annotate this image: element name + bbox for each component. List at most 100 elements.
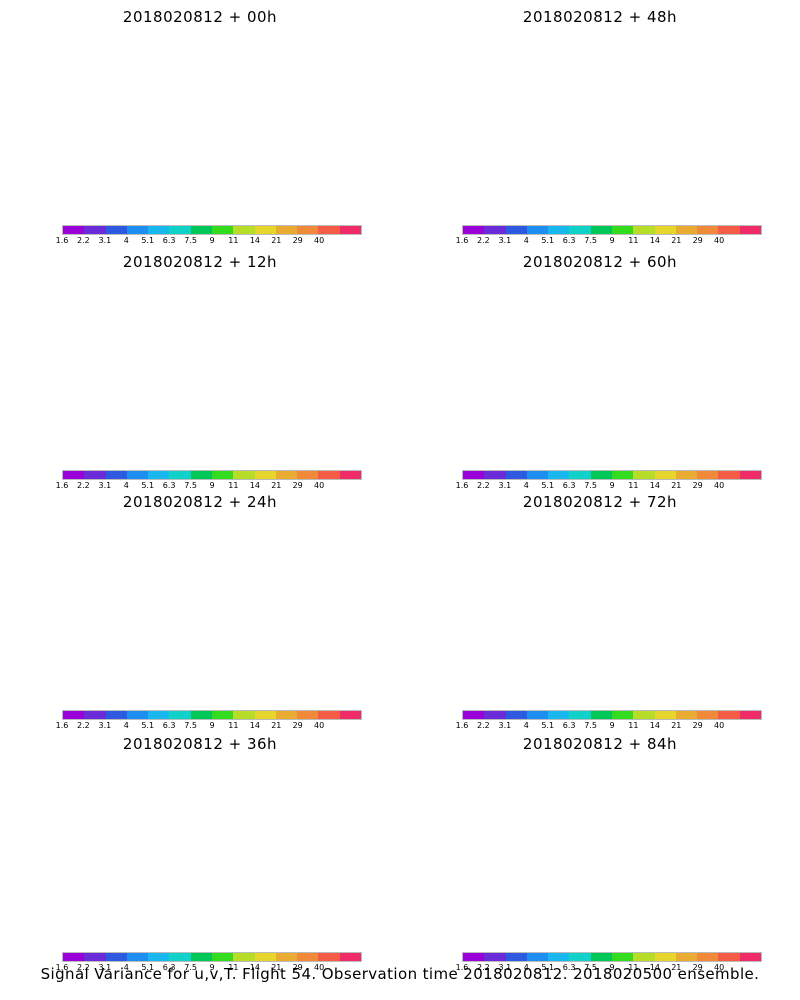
- colorbar-swatch: [463, 471, 485, 479]
- variance-contour: [173, 802, 288, 863]
- latitude-line: [400, 245, 800, 430]
- variance-contour: [191, 326, 269, 374]
- colorbar-swatch: [63, 953, 85, 961]
- colorbar-tick-label: 9: [209, 481, 215, 490]
- longitude-line: [621, 528, 652, 682]
- variance-contour: [592, 331, 667, 369]
- variance-contour: [600, 575, 661, 606]
- variance-contour: [137, 346, 228, 421]
- colorbar-swatch: [548, 711, 570, 719]
- colorbar: [62, 470, 362, 480]
- colorbar-swatch: [297, 471, 319, 479]
- colorbar-swatch: [590, 471, 612, 479]
- colorbar-tick-label: 29: [292, 721, 303, 730]
- variance-contour: [527, 541, 733, 639]
- colorbar-swatch: [275, 953, 298, 961]
- variance-contour: [135, 95, 225, 186]
- colorbar-swatch: [484, 471, 506, 479]
- colorbar-swatch: [463, 711, 485, 719]
- colorbar-tick-label: 4: [523, 963, 529, 972]
- variance-contour: [534, 581, 661, 652]
- variance-contour: [553, 354, 636, 403]
- colorbar-tick-label: 11: [628, 721, 639, 730]
- colorbar-swatch: [569, 471, 591, 479]
- colorbar-tick-label: 14: [649, 963, 660, 972]
- colorbar-labels: 1.6 2.2 3.1 4 5.1 6.3 7.5 9 11 14 21 29 40: [456, 236, 762, 246]
- colorbar-tick-label: 9: [609, 963, 615, 972]
- colorbar-swatch: [275, 711, 298, 719]
- colorbar: [462, 225, 762, 235]
- colorbar-swatch: [63, 471, 85, 479]
- colorbar-tick-label: 2.2: [77, 236, 90, 245]
- longitude-line: [452, 754, 541, 884]
- longitude-line: [641, 764, 702, 909]
- variance-contour: [195, 813, 266, 851]
- variance-contour: [144, 833, 233, 892]
- latitude-line: [25, 245, 375, 360]
- colorbar-swatch: [126, 711, 149, 719]
- colorbar-tick-label: 3.1: [498, 481, 512, 490]
- colorbar-tick-label: 9: [609, 481, 615, 490]
- longitude-line: [498, 522, 559, 667]
- longitude-line: [412, 740, 525, 849]
- variance-contour: [99, 802, 279, 923]
- colorbar-tick-label: 5.1: [141, 963, 155, 972]
- colorbar-swatch: [505, 953, 527, 961]
- colorbar-labels: 1.6 2.2 3.1 4 5.1 6.3 7.5 9 11 14 21 29 40: [56, 481, 362, 491]
- colorbar-tick-label: 7.5: [584, 963, 597, 972]
- colorbar-tick-label: 5.1: [541, 236, 555, 245]
- colorbar-tick-label: 11: [228, 481, 239, 490]
- colorbar-tick-label: 40: [714, 721, 725, 730]
- colorbar-tick-label: 2.2: [77, 481, 90, 490]
- variance-contour: [101, 560, 270, 685]
- colorbar-tick-label: 4: [123, 963, 129, 972]
- variance-contour: [144, 352, 221, 415]
- colorbar-swatch: [318, 226, 340, 234]
- map-panel-84h: 2018020812 + 84h 1.6 2.2 3.1 4 5.1 6.3 7.5 9 11 1…: [400, 727, 800, 972]
- colorbar-swatch: [233, 711, 255, 719]
- colorbar-swatch: [739, 953, 761, 961]
- panel-title: 2018020812 + 24h: [122, 493, 278, 511]
- longitude-line: [675, 258, 788, 367]
- variance-contour: [444, 531, 750, 702]
- longitude-line: [548, 528, 579, 682]
- colorbar-swatch: [105, 953, 127, 961]
- latitude-line: [400, 485, 800, 670]
- variance-contour: [148, 595, 224, 649]
- colorbar-swatch: [254, 953, 276, 961]
- colorbar-swatch: [84, 953, 106, 961]
- colorbar-swatch: [148, 953, 170, 961]
- variance-contour: [555, 797, 705, 868]
- colorbar-tick-label: 14: [649, 721, 660, 730]
- colorbar-labels: 1.6 2.2 3.1 4 5.1 6.3 7.5 9 11 14 21 29 40: [56, 721, 362, 731]
- colorbar-tick-label: 21: [271, 236, 282, 245]
- colorbar-swatch: [675, 226, 698, 234]
- variance-contour: [554, 111, 628, 157]
- latitude-line: [400, 0, 800, 185]
- latitude-line: [425, 0, 775, 115]
- colorbar-tick-label: 11: [628, 236, 639, 245]
- colorbar-swatch: [105, 226, 127, 234]
- variance-contour: [110, 810, 267, 915]
- longitude-line: [452, 272, 541, 402]
- colorbar-tick-label: 9: [609, 721, 615, 730]
- colorbar-swatch: [84, 226, 106, 234]
- variance-contour: [459, 298, 730, 457]
- variance-contour: [537, 344, 651, 411]
- colorbar-tick-label: 5.1: [141, 236, 155, 245]
- variance-contour: [202, 817, 258, 848]
- variance-contour: [541, 103, 642, 166]
- variance-contour: [582, 326, 678, 374]
- colorbar-labels: 1.6 2.2 3.1 4 5.1 6.3 7.5 9 11 14 21 29 40: [56, 963, 362, 973]
- longitude-line: [452, 512, 541, 642]
- latitude-line: [0, 727, 400, 877]
- map-panel-60h: 2018020812 + 60h 1.6 2.2 3.1 4 5.1 6.3 7.5 9 11 1…: [400, 245, 800, 490]
- variance-contour: [498, 561, 697, 672]
- panel-title: 2018020812 + 60h: [522, 253, 678, 271]
- colorbar-tick-label: 21: [671, 481, 682, 490]
- variance-contour: [212, 339, 249, 362]
- colorbar-swatch: [526, 471, 549, 479]
- colorbar-labels: 1.6 2.2 3.1 4 5.1 6.3 7.5 9 11 14 21 29 40: [456, 963, 762, 973]
- variance-contour: [542, 791, 719, 874]
- latitude-line: [0, 485, 400, 635]
